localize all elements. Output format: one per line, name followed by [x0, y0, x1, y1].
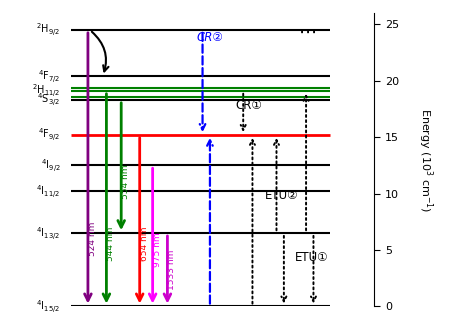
Text: 975 nm: 975 nm	[153, 232, 162, 267]
Text: $^4$I$_{9/2}$: $^4$I$_{9/2}$	[41, 157, 60, 174]
Text: CR①: CR①	[235, 99, 262, 112]
Text: $^4$F$_{9/2}$: $^4$F$_{9/2}$	[38, 126, 60, 143]
Text: ⋯: ⋯	[299, 24, 317, 42]
Text: 524 nm: 524 nm	[88, 221, 97, 256]
Text: $^2$H$_{9/2}$: $^2$H$_{9/2}$	[36, 22, 60, 38]
Text: 654 nm: 654 nm	[140, 227, 149, 261]
Text: $^4$I$_{15/2}$: $^4$I$_{15/2}$	[36, 298, 60, 315]
Text: ETU②: ETU②	[265, 189, 299, 202]
Text: CR②: CR②	[197, 31, 223, 44]
Text: $^4$F$_{7/2}$: $^4$F$_{7/2}$	[38, 68, 60, 85]
Y-axis label: Energy (10$^3$ cm$^{-1}$): Energy (10$^3$ cm$^{-1}$)	[416, 108, 434, 212]
Text: $^4$I$_{13/2}$: $^4$I$_{13/2}$	[36, 225, 60, 242]
Text: $^4$S$_{3/2}$: $^4$S$_{3/2}$	[37, 92, 60, 108]
Text: ETU①: ETU①	[295, 251, 328, 264]
Text: $^4$I$_{11/2}$: $^4$I$_{11/2}$	[36, 183, 60, 200]
Text: $^2$H$_{11/2}$: $^2$H$_{11/2}$	[32, 82, 60, 99]
Text: 544 nm: 544 nm	[106, 227, 115, 261]
Text: 1533 nm: 1533 nm	[167, 249, 176, 289]
Text: 554 nm: 554 nm	[121, 165, 130, 199]
